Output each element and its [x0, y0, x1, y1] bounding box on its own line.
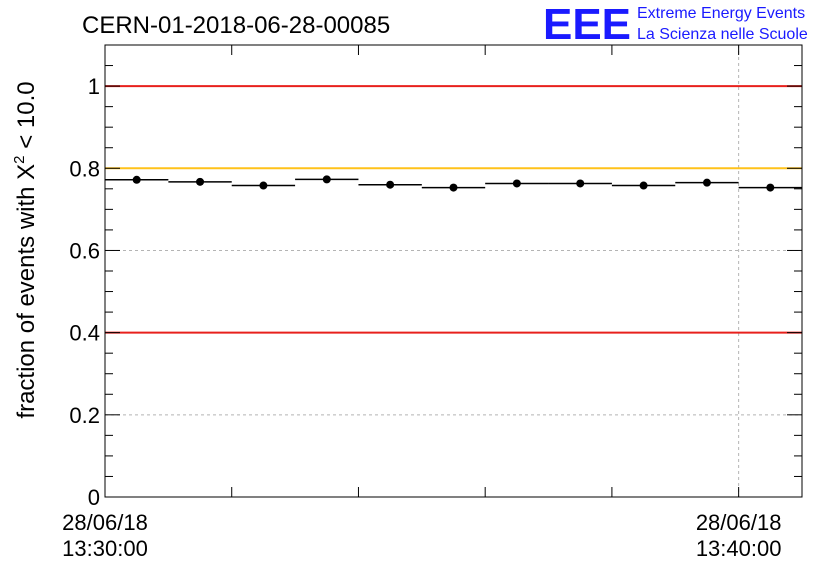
data-point — [132, 175, 141, 184]
y-tick-labels: 0 0.2 0.4 0.6 0.8 1 — [69, 74, 100, 510]
grid-lines — [105, 45, 802, 497]
x-tick-label-time: 13:30:00 — [62, 536, 148, 561]
x-tick-label-date: 28/06/18 — [696, 510, 782, 535]
eee-logo: EEE Extreme Energy Events La Scienza nel… — [543, 0, 808, 49]
x-axis-ticks — [231, 45, 740, 497]
data-points — [132, 175, 775, 192]
y-tick-label: 0.8 — [69, 156, 100, 181]
data-point — [259, 181, 268, 190]
data-point — [322, 175, 331, 184]
x-tick-label-time: 13:40:00 — [696, 536, 782, 561]
eee-logo-letters: EEE — [543, 0, 631, 49]
reference-lines — [105, 85, 802, 334]
chart-title: CERN-01-2018-06-28-00085 — [82, 12, 390, 39]
y-tick-label: 1 — [88, 74, 100, 99]
y-tick-label: 0.2 — [69, 403, 100, 428]
y-axis-label: fraction of events with X2 < 10.0 — [11, 81, 40, 418]
eee-logo-line1: Extreme Energy Events — [637, 5, 805, 22]
x-tick-label-date: 28/06/18 — [62, 510, 148, 535]
data-point — [512, 179, 521, 188]
data-point — [766, 183, 775, 192]
data-point — [702, 178, 711, 187]
y-tick-label: 0 — [88, 485, 100, 510]
eee-logo-line2: La Scienza nelle Scuole — [637, 26, 808, 43]
data-point — [386, 180, 395, 189]
y-tick-label: 0.4 — [69, 321, 100, 346]
y-axis-ticks — [105, 44, 802, 498]
data-point — [576, 179, 585, 188]
y-tick-label: 0.6 — [69, 238, 100, 263]
data-point — [639, 181, 648, 190]
data-point — [449, 183, 458, 192]
data-point — [196, 177, 205, 186]
plot-frame — [104, 44, 803, 498]
